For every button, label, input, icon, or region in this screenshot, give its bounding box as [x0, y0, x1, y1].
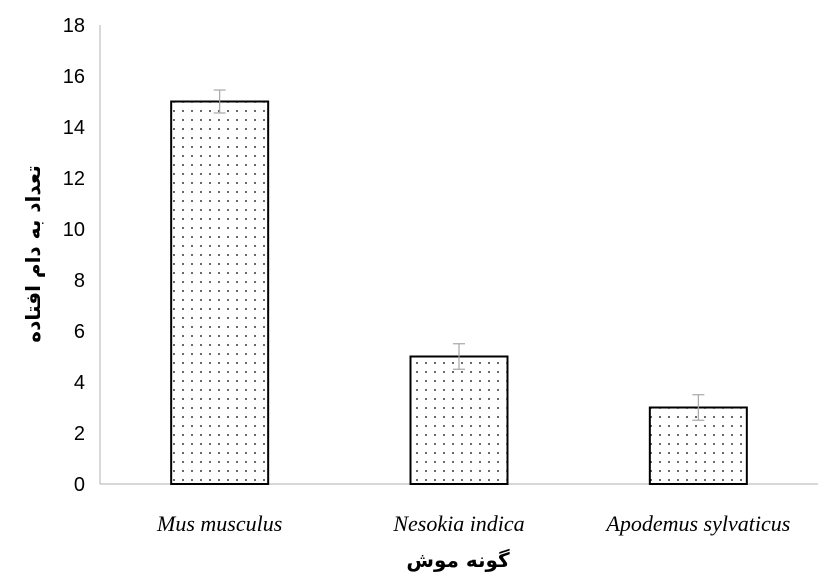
category-label: Nesokia indica — [392, 511, 524, 536]
y-tick-label: 16 — [63, 66, 85, 88]
y-tick-label: 4 — [74, 372, 85, 394]
error-bars — [213, 89, 705, 421]
y-tick-label: 14 — [63, 117, 85, 139]
y-tick-labels: 0 2 4 6 8 10 12 14 16 18 — [63, 15, 85, 496]
category-label: Mus musculus — [156, 511, 282, 536]
y-tick-label: 8 — [74, 270, 85, 292]
bar — [170, 100, 270, 485]
category-labels: Mus musculus Nesokia indica Apodemus sylva… — [156, 511, 790, 536]
y-tick-label: 2 — [74, 423, 85, 445]
bars — [170, 100, 748, 485]
y-axis-title: تعداد به دام افتاده — [21, 165, 45, 342]
x-axis-title: گونه موش — [406, 548, 510, 572]
y-tick-label: 10 — [63, 219, 85, 241]
y-tick-label: 12 — [63, 168, 85, 190]
category-label: Apodemus sylvaticus — [604, 511, 790, 536]
y-tick-label: 6 — [74, 321, 85, 343]
y-tick-label: 18 — [63, 15, 85, 37]
bar — [409, 355, 509, 485]
y-tick-label: 0 — [74, 474, 85, 496]
